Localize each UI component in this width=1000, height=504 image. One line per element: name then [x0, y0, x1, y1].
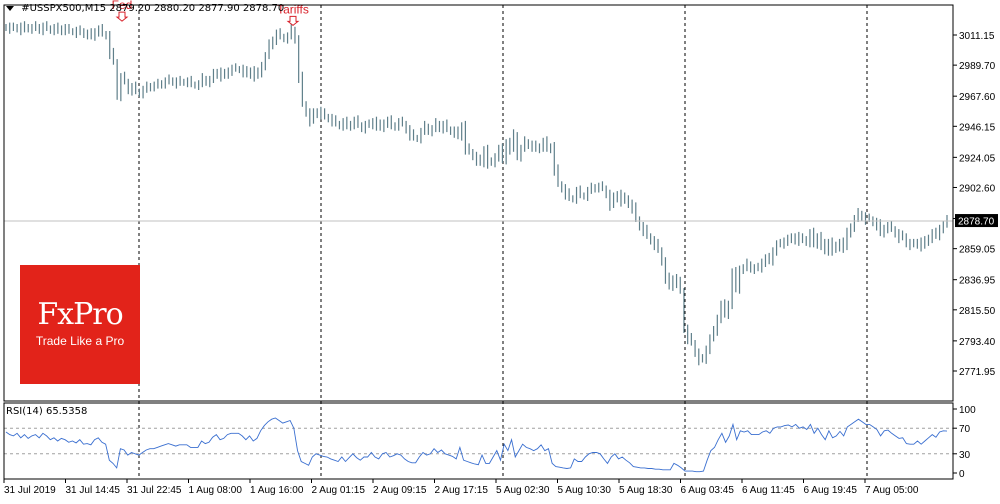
price-tick-label-3: 2946.15 — [959, 122, 996, 133]
price-tick-label-10: 2793.40 — [959, 337, 996, 348]
rsi-tick-label-2: 30 — [959, 450, 971, 461]
annotation-arrow-icon — [115, 11, 129, 22]
ohlc-values: 2879.20 2880.20 2877.90 2878.70 — [109, 3, 285, 14]
time-tick-label-4: 1 Aug 16:00 — [250, 485, 304, 496]
rsi-axis: 100 70 30 0 — [953, 405, 976, 480]
rsi-tick-label-0: 100 — [959, 405, 976, 416]
chart-header: #USSPX500,M15 2879.20 2880.20 2877.90 28… — [6, 3, 284, 15]
price-tick-label-4: 2924.05 — [959, 153, 996, 164]
time-tick-label-1: 31 Jul 14:45 — [66, 485, 121, 496]
annotation-arrow-icon — [286, 15, 300, 27]
price-tick-label-5: 2902.60 — [959, 183, 996, 194]
time-tick-label-14: 7 Aug 05:00 — [865, 485, 919, 496]
price-pane-border — [3, 4, 954, 402]
fxpro-logo: FxPro Trade Like a Pro — [20, 265, 140, 384]
time-tick-label-13: 6 Aug 19:45 — [804, 485, 858, 496]
time-tick-label-9: 5 Aug 10:30 — [558, 485, 612, 496]
rsi-tick-label-1: 70 — [959, 424, 971, 435]
price-series — [5, 21, 948, 366]
current-price-badge — [955, 214, 998, 228]
annotation-fed: Fed — [112, 0, 133, 12]
price-tick-label-0: 3011.15 — [959, 31, 995, 42]
time-tick-label-6: 2 Aug 09:15 — [373, 485, 427, 496]
time-tick-label-10: 5 Aug 18:30 — [619, 485, 673, 496]
logo-tagline: Trade Like a Pro — [35, 334, 125, 348]
logo-wordmark: FxPro — [37, 297, 123, 332]
price-axis: 3011.15 2989.70 2967.60 2946.15 2924.05 2902.… — [953, 31, 998, 378]
time-axis: 31 Jul 2019 31 Jul 14:45 31 Jul 22:45 1 Aug… — [3, 479, 919, 496]
time-tick-label-11: 6 Aug 03:45 — [681, 485, 735, 496]
period-separators — [138, 5, 868, 479]
price-tick-label-1: 2989.70 — [959, 61, 996, 72]
current-price-label: 2878.70 — [958, 217, 995, 228]
price-tick-label-7: 2859.05 — [959, 245, 996, 256]
rsi-series-line — [5, 417, 948, 473]
time-tick-label-0: 31 Jul 2019 — [4, 485, 56, 496]
time-tick-label-5: 2 Aug 01:15 — [312, 485, 366, 496]
annotation-tariffs: Tariffs — [277, 2, 309, 16]
price-tick-label-9: 2815.50 — [959, 306, 996, 317]
price-tick-label-2: 2967.60 — [959, 92, 996, 103]
time-tick-label-3: 1 Aug 08:00 — [189, 485, 243, 496]
price-tick-label-8: 2836.95 — [959, 276, 996, 287]
rsi-levels — [4, 427, 953, 455]
rsi-title: RSI(14) 65.5358 — [6, 406, 88, 417]
time-tick-label-7: 2 Aug 17:15 — [435, 485, 489, 496]
rsi-tick-label-3: 0 — [959, 469, 965, 480]
price-tick-label-11: 2771.95 — [959, 367, 996, 378]
time-tick-label-12: 6 Aug 11:45 — [742, 485, 795, 496]
symbol-label: #USSPX500,M15 — [21, 3, 107, 14]
dropdown-triangle-icon[interactable] — [6, 6, 14, 11]
rsi-pane-border — [3, 402, 954, 480]
time-tick-label-8: 5 Aug 02:30 — [496, 485, 550, 496]
event-annotations: Fed Tariffs — [112, 0, 309, 27]
time-tick-label-2: 31 Jul 22:45 — [127, 485, 182, 496]
